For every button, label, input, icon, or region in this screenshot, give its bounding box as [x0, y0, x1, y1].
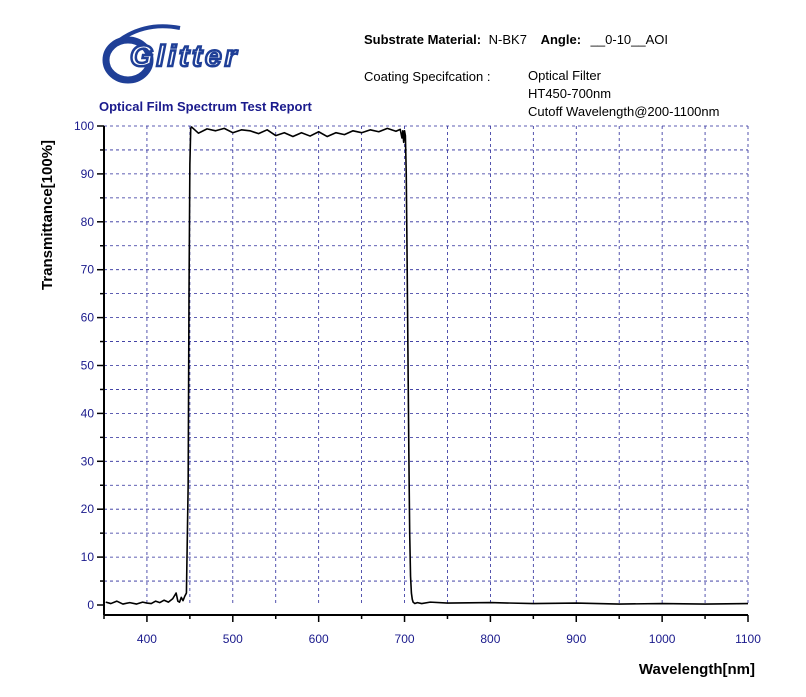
- x-tick-label: 1100: [735, 632, 761, 646]
- coating-line-3: Cutoff Wavelength@200-1100nm: [528, 104, 720, 119]
- x-tick-label: 400: [137, 632, 157, 646]
- grid-lines: [104, 125, 749, 605]
- y-tick-label: 100: [74, 119, 94, 133]
- coating-line-1: Optical Filter: [528, 68, 601, 83]
- angle-label: Angle:: [540, 32, 582, 47]
- coating-label: Coating Specifcation :: [364, 69, 491, 84]
- transmittance-series-line: [105, 126, 749, 605]
- y-tick-label: 30: [81, 454, 95, 468]
- y-tick-label: 60: [81, 311, 95, 325]
- x-tick-label: 700: [395, 632, 415, 646]
- glitter-logo: Glitter: [102, 24, 239, 84]
- x-tick-label: 800: [480, 632, 500, 646]
- x-axis-label: Wavelength[nm]: [639, 661, 755, 678]
- y-tick-label: 20: [81, 502, 95, 516]
- y-axis-label: Transmittance[100%]: [39, 140, 56, 290]
- y-tick-label: 70: [81, 263, 95, 277]
- substrate-spec: Substrate Material: N-BK7 Angle: __0-10_…: [364, 32, 668, 47]
- axes: [97, 125, 749, 622]
- y-tick-label: 40: [81, 406, 95, 420]
- x-tick-label: 600: [309, 632, 329, 646]
- logo-text: Glitter: [130, 40, 239, 73]
- logo-arc: [108, 24, 181, 50]
- logo-swoosh: [102, 36, 154, 84]
- tick-labels: 0 10 20 30 40 50 60 70 80 90 100 400 500 600 700 800 900…: [74, 119, 761, 646]
- y-tick-label: 10: [81, 550, 95, 564]
- x-tick-label: 500: [223, 632, 243, 646]
- y-tick-label: 0: [87, 598, 94, 612]
- coating-line-2: HT450-700nm: [528, 86, 612, 101]
- y-tick-label: 50: [81, 359, 95, 373]
- y-tick-label: 80: [81, 215, 95, 229]
- report-title: Optical Film Spectrum Test Report: [99, 99, 312, 114]
- angle-value: __0-10__AOI: [590, 32, 669, 47]
- x-tick-label: 1000: [649, 632, 676, 646]
- y-tick-label: 90: [81, 167, 95, 181]
- x-tick-label: 900: [566, 632, 586, 646]
- substrate-value: N-BK7: [488, 32, 527, 47]
- substrate-label: Substrate Material:: [364, 32, 482, 47]
